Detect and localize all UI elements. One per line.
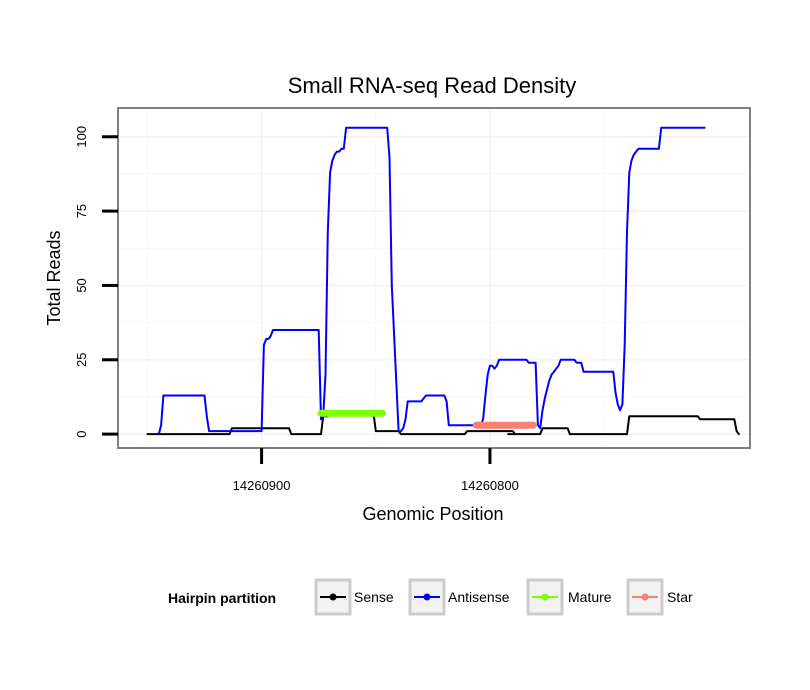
legend-dot-sense bbox=[329, 593, 337, 601]
y-tick-label: 100 bbox=[74, 126, 89, 148]
y-axis-title: Total Reads bbox=[44, 230, 64, 325]
legend-label-mature: Mature bbox=[568, 589, 612, 605]
legend-dot-star bbox=[641, 593, 649, 601]
y-tick-label: 50 bbox=[74, 278, 89, 292]
legend-label-star: Star bbox=[667, 589, 693, 605]
series-line-antisense bbox=[157, 126, 706, 436]
chart-title: Small RNA-seq Read Density bbox=[288, 73, 577, 98]
y-tick-label: 75 bbox=[74, 204, 89, 218]
x-tick-label: 14260800 bbox=[461, 478, 519, 493]
series-layer bbox=[146, 126, 740, 436]
legend: Hairpin partition Sense Antisense Mature St… bbox=[168, 578, 693, 616]
legend-label-sense: Sense bbox=[354, 589, 394, 605]
legend-dot-antisense bbox=[423, 593, 431, 601]
legend-title: Hairpin partition bbox=[168, 590, 276, 606]
axis-layer: 0 25 50 75 100 14260900 14260800 bbox=[74, 126, 519, 493]
legend-label-antisense: Antisense bbox=[448, 589, 510, 605]
plot-panel bbox=[117, 107, 751, 449]
legend-dot-mature bbox=[541, 593, 549, 601]
series-line-sense bbox=[146, 412, 740, 436]
x-tick-label: 14260900 bbox=[233, 478, 291, 493]
y-tick-label: 0 bbox=[74, 430, 89, 437]
y-tick-label: 25 bbox=[74, 353, 89, 367]
x-axis-title: Genomic Position bbox=[362, 504, 503, 524]
